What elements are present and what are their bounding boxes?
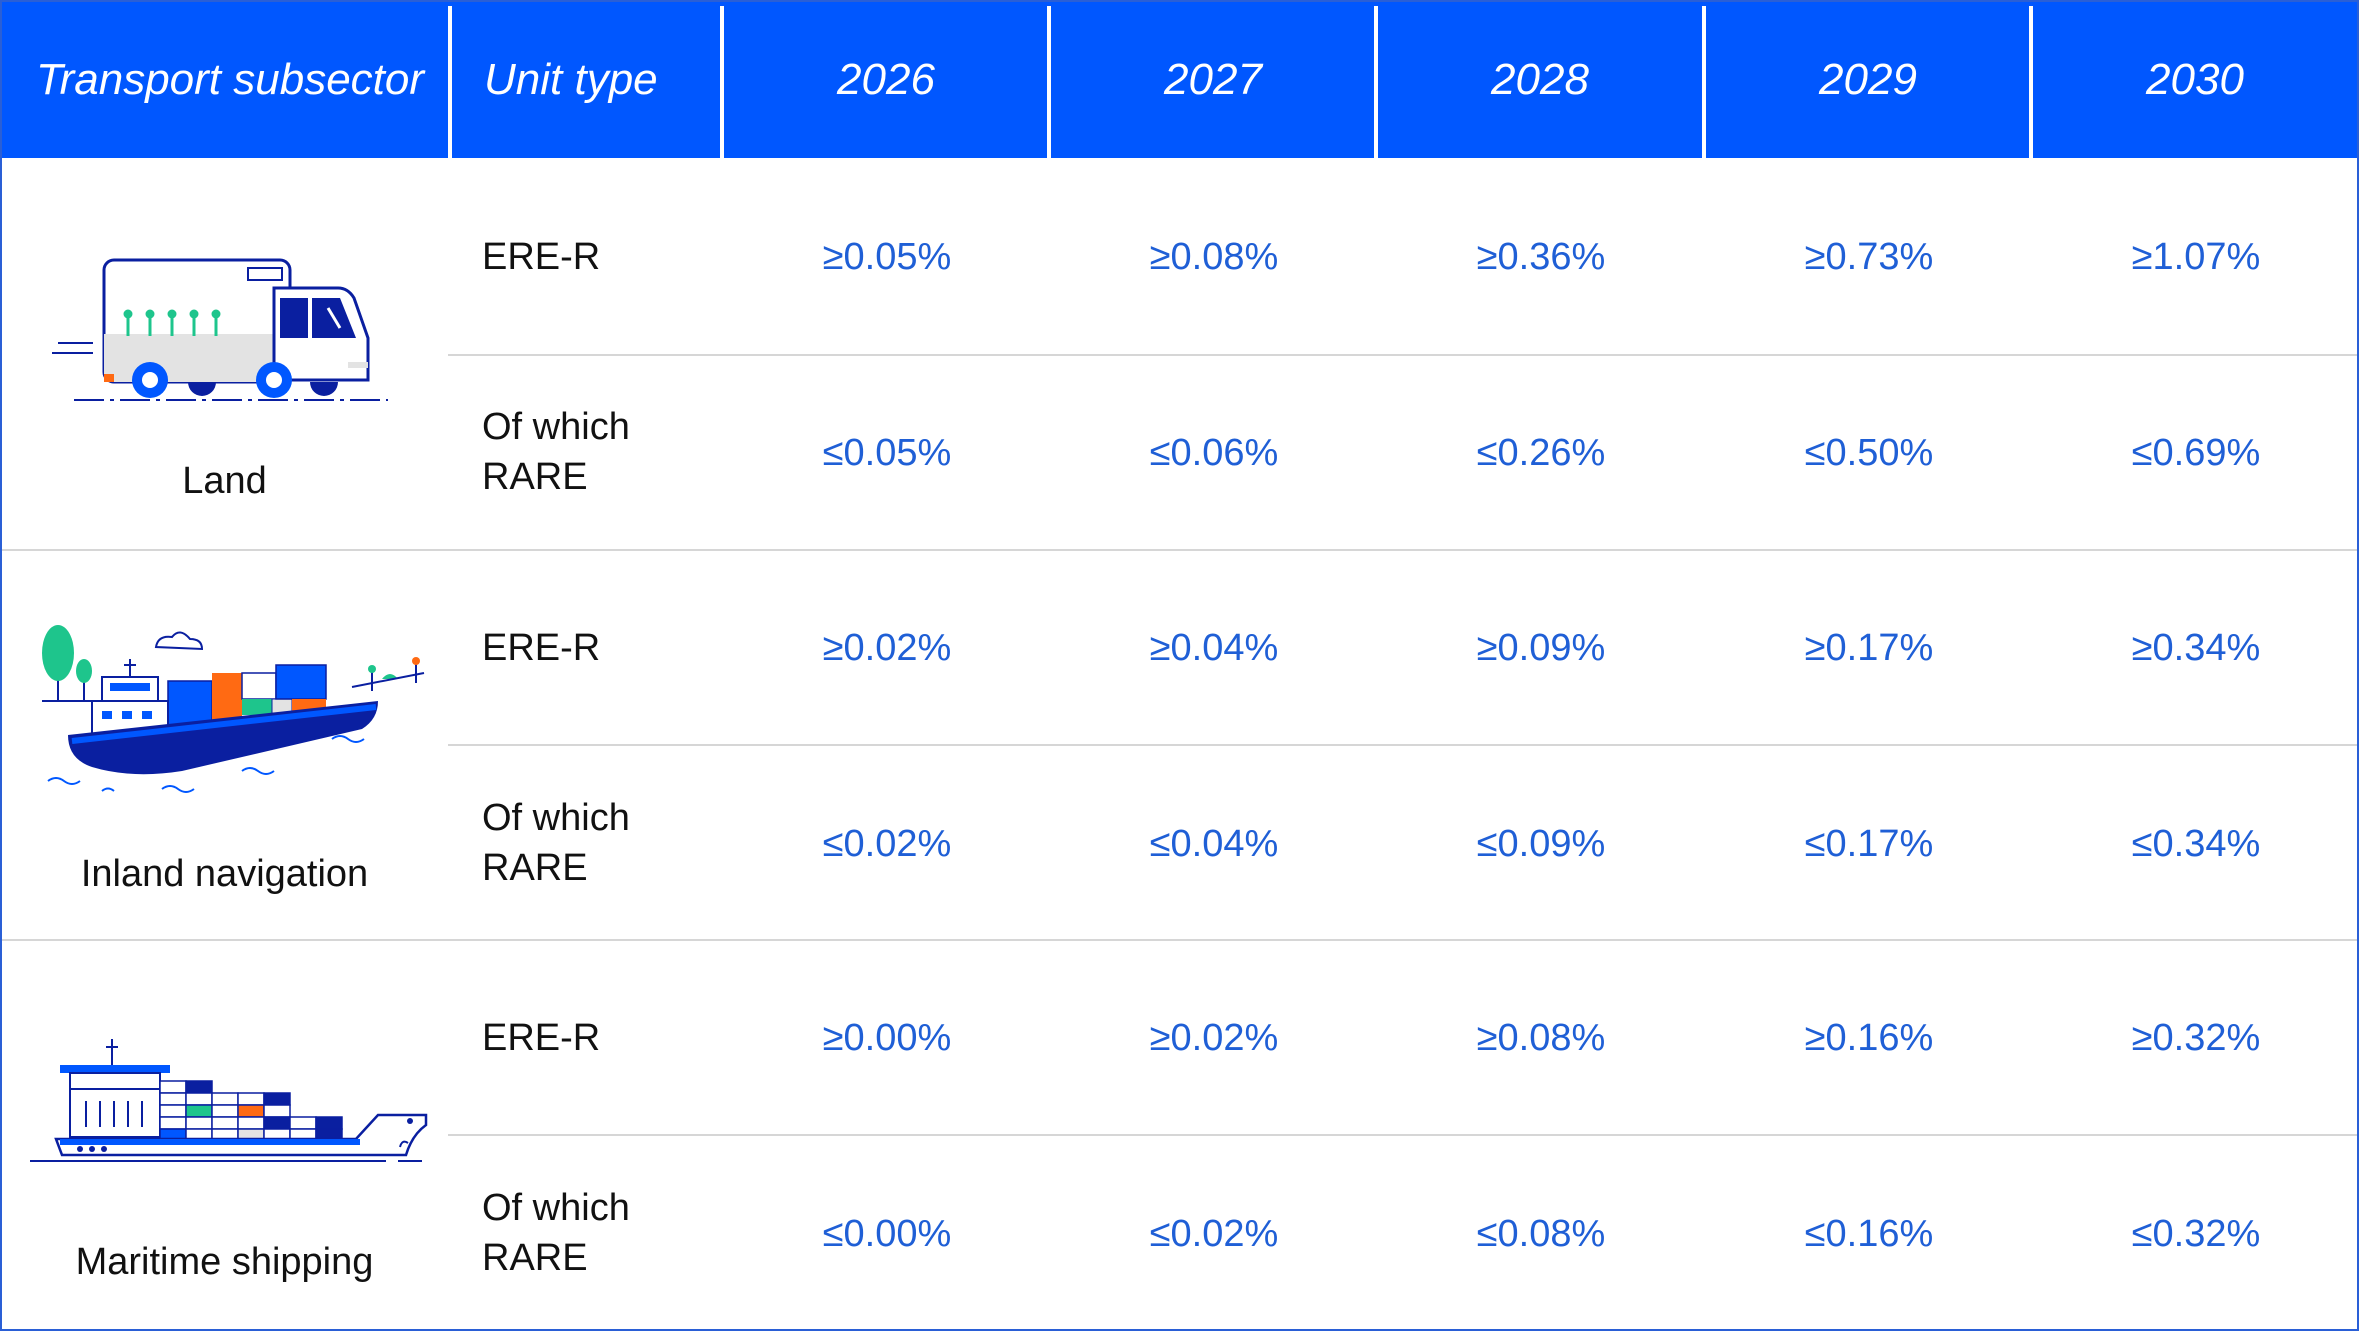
row-divider [448,1134,2357,1136]
header-transport-subsector: Transport subsector [36,55,425,104]
value-cell-2026: ≤0.00% [822,1213,952,1255]
value-cell-2027: ≤0.06% [1149,432,1279,474]
value-cell-2027: ≥0.08% [1149,236,1279,278]
header-divider [1374,6,1378,158]
value-cell-2027: ≥0.02% [1149,1017,1279,1059]
sector-group-inland-navigation: Inland navigation ERE-R ≥0.02% ≥0.04% ≥0… [2,551,2357,941]
row-divider [448,744,2357,746]
sector-divider [2,549,2357,551]
header-divider [720,6,724,158]
value-cell-2026: ≥0.05% [822,236,952,278]
unit-type-cell: Of which RARE [482,1187,630,1279]
value-cell-2026: ≥0.00% [822,1017,952,1059]
value-cell-2027: ≤0.02% [1149,1213,1279,1255]
table-header: Transport subsector Unit type 2026 2027 … [2,2,2357,158]
value-cell-2029: ≥0.17% [1804,627,1934,669]
value-cell-2028: ≤0.08% [1476,1213,1606,1255]
barge-icon [42,625,425,793]
value-cell-2030: ≤0.34% [2131,823,2261,865]
container-ship-icon [30,1039,428,1162]
value-cell-2026: ≤0.05% [822,432,952,474]
unit-type-cell: Of which RARE [482,797,630,889]
value-cell-2030: ≤0.69% [2131,432,2261,474]
sector-group-land: Land ERE-R ≥0.05% ≥0.08% ≥0.36% ≥0.73% ≥… [2,158,2357,550]
value-cell-2029: ≥0.73% [1804,236,1934,278]
value-cell-2026: ≤0.02% [822,823,952,865]
sector-group-maritime-shipping: Maritime shipping ERE-R ≥0.00% ≥0.02% ≥0… [2,941,2357,1329]
truck-icon [52,258,388,401]
header-year-2030: 2030 [2146,55,2244,104]
header-divider [2029,6,2033,158]
header-divider [1702,6,1706,158]
header-year-2028: 2028 [1491,55,1589,104]
sector-label-maritime-shipping: Maritime shipping [75,1241,374,1283]
header-year-2026: 2026 [837,55,935,104]
value-cell-2027: ≥0.04% [1149,627,1279,669]
header-divider [448,6,452,158]
header-year-2029: 2029 [1819,55,1917,104]
sector-label-inland-navigation: Inland navigation [80,853,369,895]
value-cell-2028: ≥0.36% [1476,236,1606,278]
value-cell-2029: ≤0.16% [1804,1213,1934,1255]
value-cell-2030: ≤0.32% [2131,1213,2261,1255]
unit-type-cell: ERE-R [482,1017,601,1059]
header-year-2027: 2027 [1164,55,1262,104]
header-unit-type: Unit type [484,55,658,104]
value-cell-2029: ≥0.16% [1804,1017,1934,1059]
unit-type-cell: ERE-R [482,236,601,278]
value-cell-2030: ≥1.07% [2131,236,2261,278]
sector-label-land: Land [182,460,267,502]
row-divider [448,354,2357,356]
value-cell-2028: ≥0.09% [1476,627,1606,669]
value-cell-2028: ≤0.26% [1476,432,1606,474]
unit-type-cell: Of which RARE [482,406,630,498]
header-divider [1047,6,1051,158]
value-cell-2028: ≤0.09% [1476,823,1606,865]
value-cell-2029: ≤0.50% [1804,432,1934,474]
value-cell-2030: ≥0.34% [2131,627,2261,669]
value-cell-2029: ≤0.17% [1804,823,1934,865]
value-cell-2028: ≥0.08% [1476,1017,1606,1059]
value-cell-2030: ≥0.32% [2131,1017,2261,1059]
value-cell-2027: ≤0.04% [1149,823,1279,865]
sector-divider [2,939,2357,941]
unit-type-cell: ERE-R [482,627,601,669]
value-cell-2026: ≥0.02% [822,627,952,669]
